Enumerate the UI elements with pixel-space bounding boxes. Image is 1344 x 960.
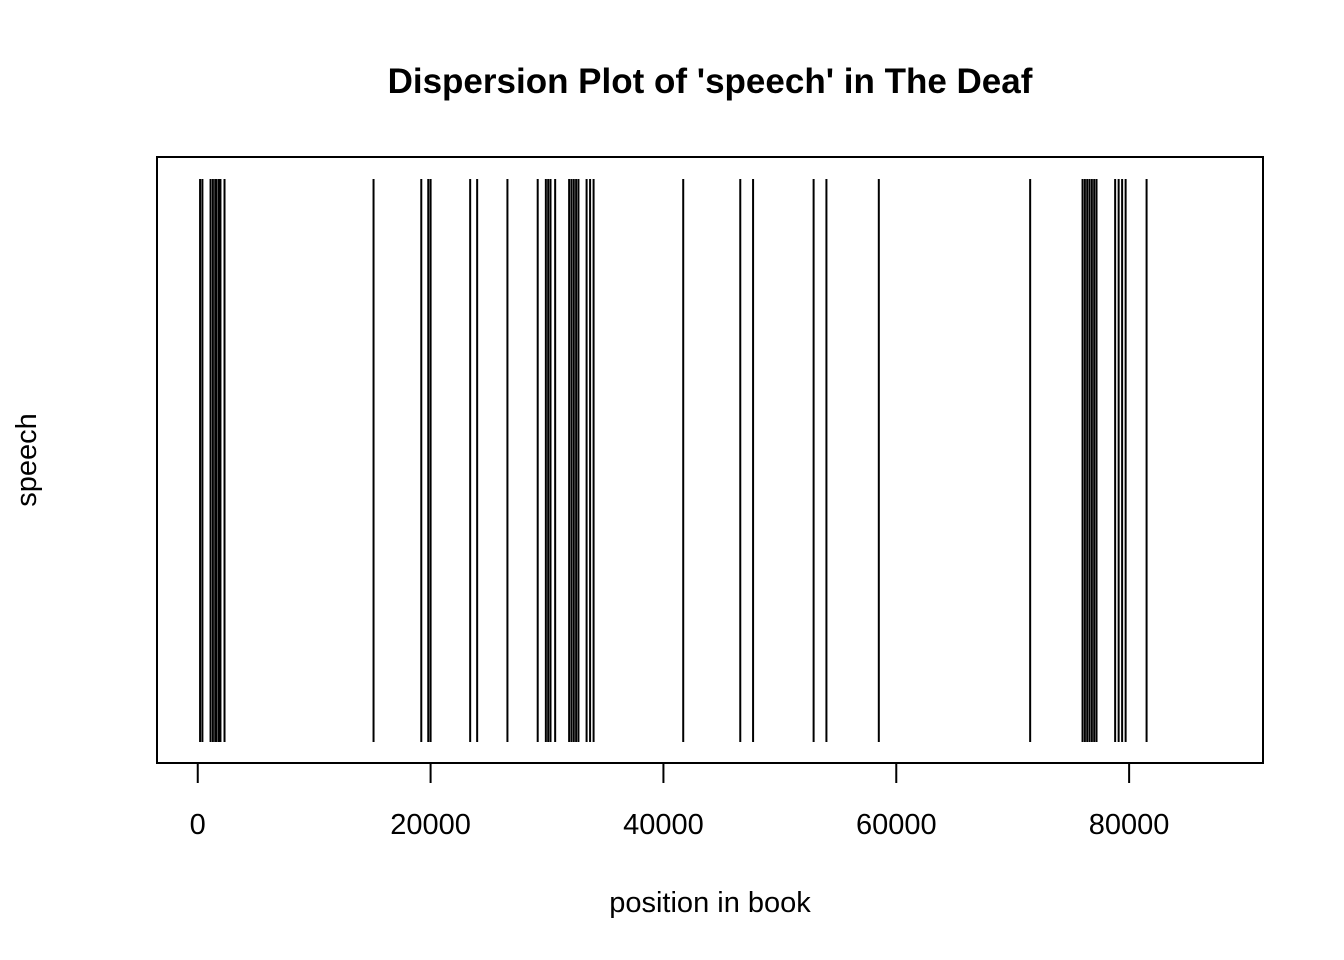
marks-layer xyxy=(199,179,1148,742)
x-tick-label-2: 40000 xyxy=(623,809,704,841)
chart-title: Dispersion Plot of 'speech' in The Deaf xyxy=(388,62,1033,101)
x-tick-label-0: 0 xyxy=(190,809,206,841)
x-ticks: 0 20000 40000 60000 80000 xyxy=(190,763,1170,841)
y-axis-label: speech xyxy=(11,413,43,507)
x-tick-label-4: 80000 xyxy=(1089,809,1170,841)
x-axis-label: position in book xyxy=(609,887,811,919)
x-tick-label-3: 60000 xyxy=(856,809,937,841)
x-tick-label-1: 20000 xyxy=(390,809,471,841)
